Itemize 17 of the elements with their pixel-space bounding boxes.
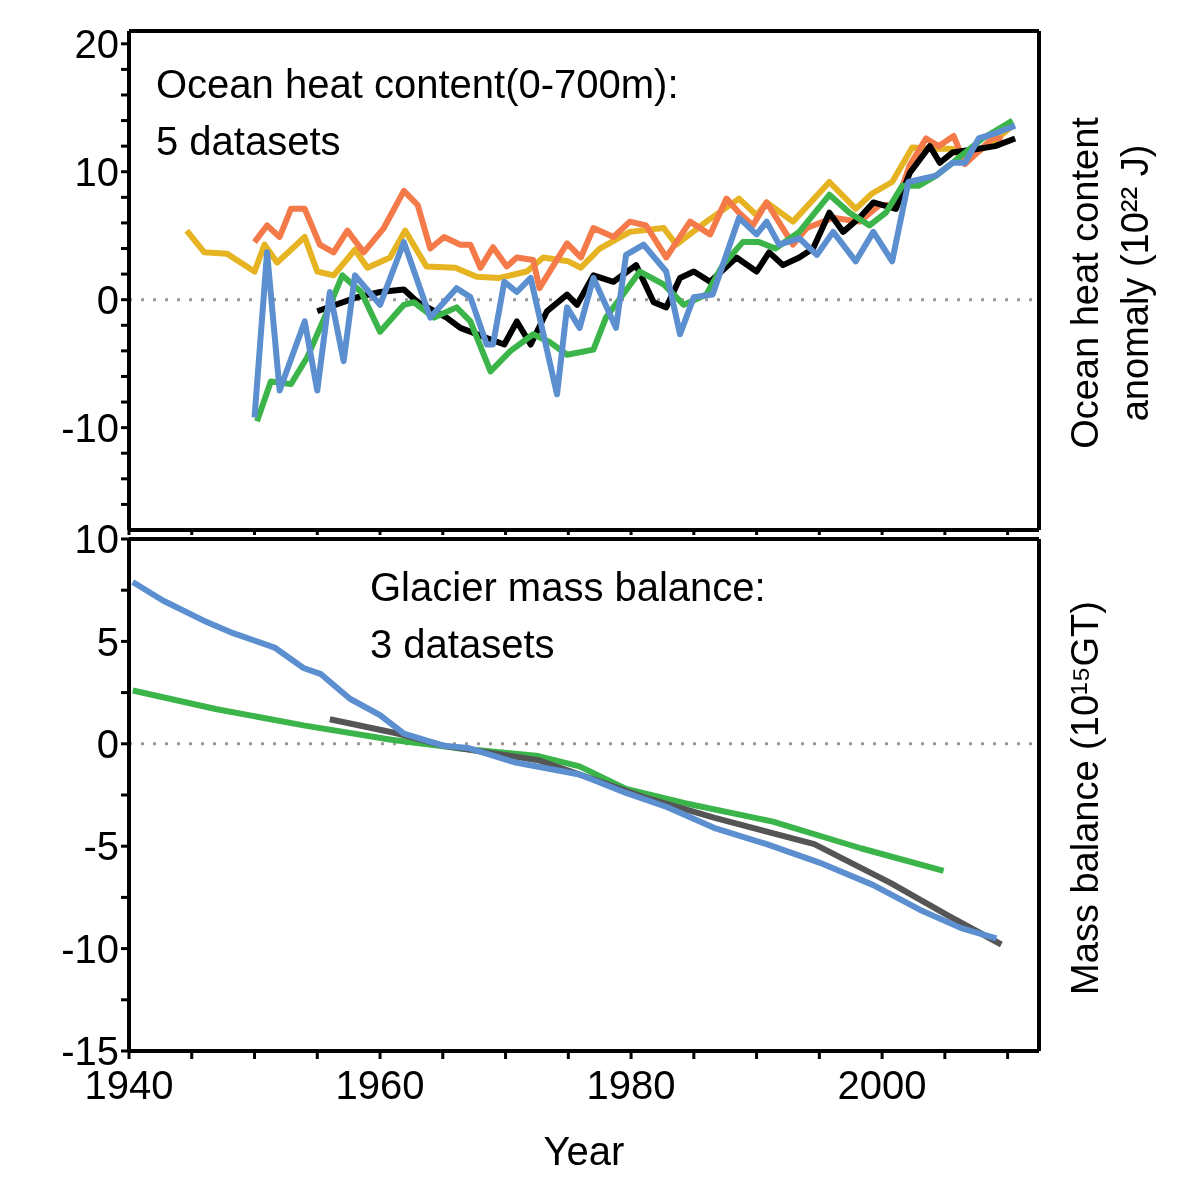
y-axis-title: Ocean heat content anomaly (10²² J)	[1064, 116, 1156, 449]
y-tick-label: -10	[61, 405, 119, 450]
y-tick-label: 20	[74, 21, 119, 66]
y-tick-label: 0	[96, 722, 119, 766]
text: Ocean heat content(0-700m): 5 datasets	[156, 62, 679, 163]
y-tick-label: 10	[74, 517, 119, 562]
x-tick-label: 1960	[335, 1063, 425, 1108]
y-tick-label: -5	[83, 824, 119, 869]
y-tick-label: -10	[61, 926, 119, 971]
y-tick-label: 5	[96, 619, 119, 664]
x-tick-label: 2000	[837, 1063, 927, 1108]
text: Glacier mass balance: 3 datasets	[370, 565, 766, 666]
y-axis-title: Mass balance (10¹⁵GT)	[1064, 601, 1106, 995]
y-tick-label: 10	[74, 149, 119, 194]
x-axis-title: Year	[543, 1129, 625, 1173]
y-tick-label: 0	[96, 277, 119, 322]
x-tick-label: 1980	[586, 1063, 676, 1108]
